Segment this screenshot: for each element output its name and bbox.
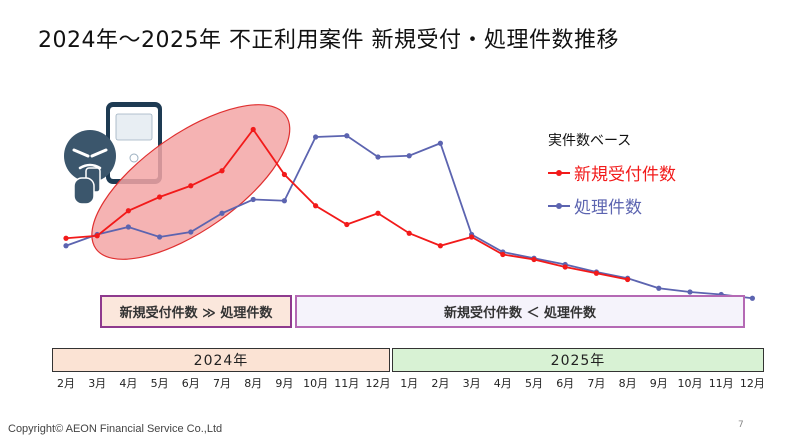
series-new-point [313, 203, 319, 209]
series-processed-point [437, 140, 443, 146]
x-tick-label: 12月 [739, 377, 765, 390]
series-new-point [250, 126, 256, 133]
band-new-exceeds: 新規受付件数 ≫ 処理件数 [100, 295, 292, 328]
legend-new: 新規受付件数 [548, 160, 676, 185]
series-processed-point [157, 234, 163, 240]
series-processed-point [656, 285, 662, 291]
x-tick-label: 6月 [556, 377, 575, 390]
series-new-point [437, 243, 443, 249]
x-tick-label: 9月 [649, 377, 668, 390]
legend: 実件数ベース 新規受付件数 処理件数 [548, 130, 676, 226]
year-2025: 2025年 [392, 348, 764, 372]
series-new-point [344, 221, 350, 228]
series-processed-point [749, 295, 756, 301]
x-tick-label: 2月 [431, 377, 450, 390]
series-new-point [469, 234, 475, 240]
band-new-exceeds-text: 新規受付件数 ≫ 処理件数 [119, 306, 273, 321]
page-title: 2024年～2025年 不正利用案件 新規受付・処理件数推移 [38, 28, 619, 53]
highlight-ellipse [91, 104, 291, 260]
x-tick-label: 7月 [213, 377, 231, 390]
series-new-point [500, 251, 506, 258]
year-2025-label: 2025年 [550, 353, 606, 369]
series-new-point [63, 235, 69, 241]
series-processed-point [375, 154, 381, 160]
x-tick-label: 8月 [244, 377, 263, 390]
series-processed-point [406, 153, 412, 159]
band-processed-exceeds-text: 新規受付件数 ＜ 処理件数 [443, 306, 597, 321]
series-new-point [188, 183, 194, 189]
x-tick-label: 11月 [334, 377, 360, 390]
hacker-icon [64, 130, 116, 205]
x-tick-label: 9月 [275, 377, 294, 390]
x-tick-label: 4月 [119, 377, 138, 390]
legend-new-label: 新規受付件数 [574, 165, 676, 185]
legend-processed: 処理件数 [548, 193, 676, 218]
series-new-point [593, 270, 600, 276]
series-new-point [406, 230, 412, 236]
x-tick-label: 3月 [88, 377, 107, 390]
series-new-point [281, 171, 287, 178]
x-tick-label: 4月 [493, 377, 512, 390]
legend-processed-label: 処理件数 [574, 198, 642, 218]
series-processed-point [125, 224, 131, 230]
series-new-point [375, 210, 381, 216]
x-tick-label: 5月 [150, 377, 169, 390]
series-processed-point [344, 133, 350, 139]
x-tick-label: 11月 [708, 377, 734, 390]
page-number: 7 [738, 420, 744, 430]
year-2024-label: 2024年 [193, 353, 249, 369]
x-tick-label: 3月 [462, 377, 481, 390]
series-new-point [157, 194, 163, 200]
series-processed-point [313, 134, 319, 140]
x-tick-label: 2月 [57, 377, 75, 390]
series-processed-point [63, 243, 69, 249]
x-tick-label: 6月 [181, 377, 200, 390]
x-tick-label: 8月 [618, 377, 637, 390]
series-processed-point [281, 198, 287, 204]
x-tick-label: 7月 [587, 377, 606, 390]
legend-processed-swatch [548, 202, 570, 209]
x-axis-labels: 2月 3月 4月 5月 6月 7月 8月 9月 10月 11月 12月 1月 2月 3月 4月 5月 6月 7月 8… [0, 375, 800, 391]
series-new-point [94, 233, 100, 239]
series-processed-point [219, 210, 225, 216]
legend-basis: 実件数ベース [548, 133, 632, 149]
band-processed-exceeds: 新規受付件数 ＜ 処理件数 [295, 295, 745, 328]
series-processed-point [188, 229, 194, 235]
series-new-point [531, 256, 537, 263]
series-new-point [125, 208, 131, 214]
x-tick-label: 12月 [365, 377, 391, 390]
series-new-point [562, 264, 568, 270]
x-tick-label: 1月 [400, 377, 419, 390]
x-tick-label: 10月 [677, 377, 703, 390]
copyright: Copyright© AEON Financial Service Co.,Lt… [8, 423, 223, 435]
year-2024: 2024年 [52, 348, 390, 372]
series-processed-point [687, 289, 693, 295]
x-tick-label: 5月 [525, 377, 543, 390]
series-new-point [219, 168, 225, 174]
series-new-point [625, 276, 631, 283]
x-tick-label: 10月 [303, 377, 329, 390]
series-processed-point [250, 196, 256, 203]
legend-new-swatch [548, 169, 570, 176]
